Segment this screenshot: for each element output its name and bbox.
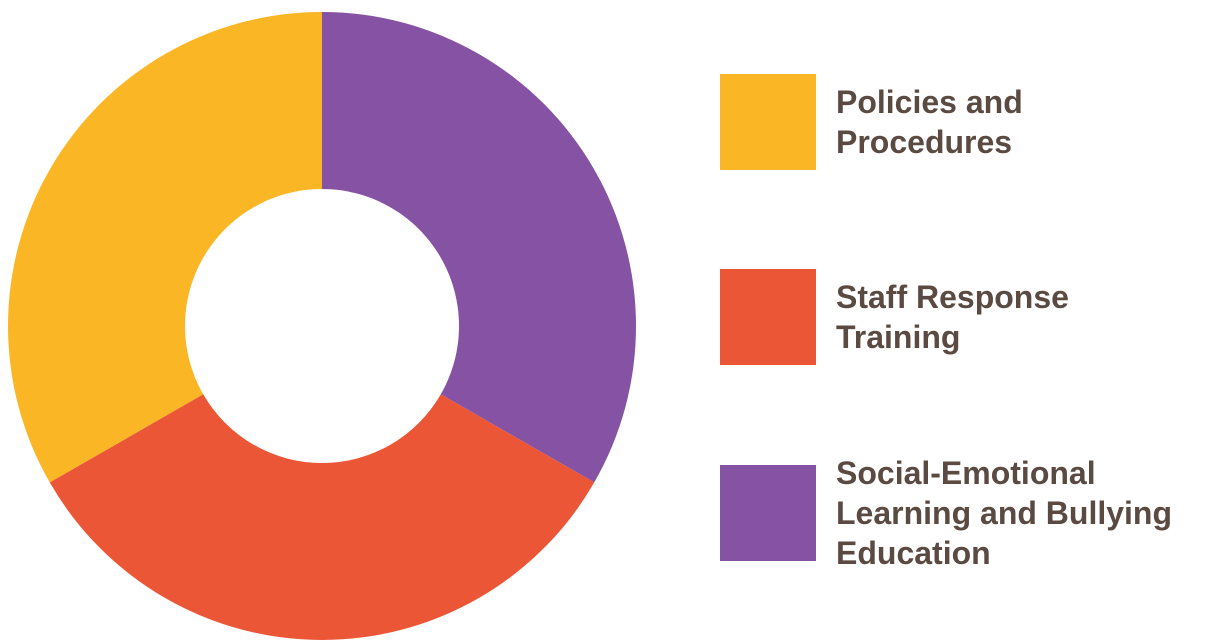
legend-item-staff-response-training: Staff Response Training xyxy=(720,269,1210,365)
legend-item-policies-and-procedures: Policies and Procedures xyxy=(720,74,1210,170)
legend-label-social-emotional-learning: Social-Emotional Learning and Bullying E… xyxy=(836,455,1173,571)
donut-slice-social-emotional-learning-and-bullying-education xyxy=(322,12,636,483)
legend-swatch-staff-response-training xyxy=(720,269,816,365)
legend-label-staff-response-training: Staff Response Training xyxy=(836,279,1069,355)
donut-slice-staff-response-training xyxy=(49,394,595,640)
donut-slice-policies-and-procedures xyxy=(7,12,323,483)
donut-slices xyxy=(7,12,636,640)
legend-item-social-emotional-learning: Social-Emotional Learning and Bullying E… xyxy=(720,455,1210,571)
donut-chart xyxy=(7,12,636,640)
legend-label-policies-and-procedures: Policies and Procedures xyxy=(836,84,1023,160)
legend-swatch-policies-and-procedures xyxy=(720,74,816,170)
legend-swatch-social-emotional-learning xyxy=(720,465,816,561)
